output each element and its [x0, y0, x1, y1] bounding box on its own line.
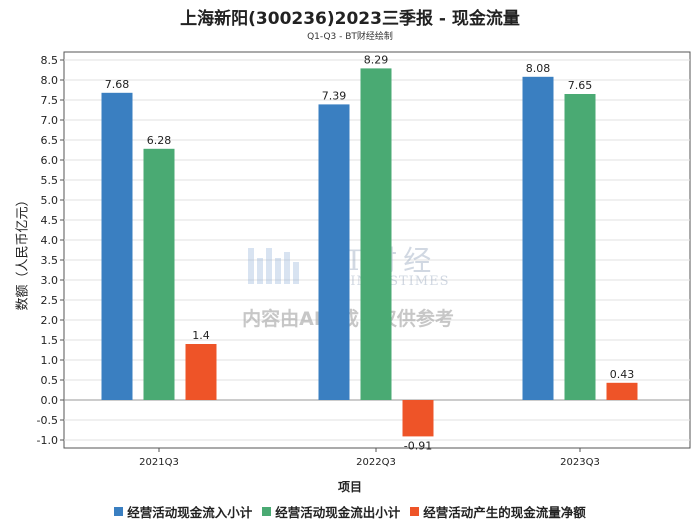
bar	[143, 148, 175, 400]
watermark-logo-bar	[275, 258, 281, 284]
y-tick-label: 6.5	[41, 134, 59, 147]
x-axis-title: 项目	[337, 480, 362, 494]
bar	[402, 400, 434, 437]
y-tick-label: 2.5	[41, 294, 59, 307]
bar-data-label: -0.91	[404, 439, 432, 452]
y-tick-label: -1.0	[37, 434, 58, 447]
y-axis-title: 数额（人民币亿元）	[15, 193, 31, 311]
bar	[522, 76, 554, 401]
bar	[101, 92, 133, 401]
legend: 经营活动现金流入小计 经营活动现金流出小计 经营活动产生的现金流量净额	[0, 502, 700, 521]
bar	[185, 344, 217, 400]
y-tick-label: 0.5	[41, 374, 59, 387]
y-tick-label: 8.5	[41, 54, 59, 67]
legend-item-outflow[interactable]: 经营活动现金流出小计	[262, 502, 400, 521]
bar	[606, 382, 638, 400]
legend-swatch-net	[410, 507, 420, 516]
legend-item-net[interactable]: 经营活动产生的现金流量净额	[410, 502, 586, 521]
bar-data-label: 6.28	[147, 134, 172, 147]
bar-data-label: 8.29	[364, 53, 389, 66]
bar-data-label: 7.68	[105, 78, 130, 91]
y-tick-label: 7.0	[41, 114, 59, 127]
legend-label-inflow: 经营活动现金流入小计	[127, 505, 253, 520]
y-tick-label: 5.5	[41, 174, 59, 187]
y-tick-label: 5.0	[41, 194, 59, 207]
legend-swatch-outflow	[262, 507, 272, 516]
chart-subtitle: Q1-Q3 - BT财经绘制	[307, 32, 393, 42]
bar	[564, 94, 596, 400]
y-tick-label: 2.0	[41, 314, 59, 327]
bar	[318, 104, 350, 401]
legend-label-net: 经营活动产生的现金流量净额	[423, 505, 586, 520]
bar-data-label: 1.4	[192, 329, 210, 342]
x-tick-label: 2022Q3	[356, 457, 396, 468]
chart-title: 上海新阳(300236)2023三季报 - 现金流量	[180, 9, 520, 29]
y-tick-label: 4.0	[41, 234, 59, 247]
y-tick-label: 6.0	[41, 154, 59, 167]
bar-data-label: 0.43	[610, 368, 635, 381]
watermark-logo-bar	[293, 262, 299, 284]
bar-data-label: 7.39	[322, 89, 347, 102]
y-tick-label: 7.5	[41, 94, 59, 107]
y-tick-label: 1.0	[41, 354, 59, 367]
y-tick-label: 3.0	[41, 274, 59, 287]
watermark-logo-bar	[248, 248, 254, 284]
legend-swatch-inflow	[114, 507, 124, 516]
x-tick-label: 2023Q3	[560, 457, 600, 468]
bar	[360, 68, 392, 401]
y-tick-label: 8.0	[41, 74, 59, 87]
y-tick-label: 3.5	[41, 254, 59, 267]
legend-label-outflow: 经营活动现金流出小计	[275, 505, 401, 520]
y-tick-label: 4.5	[41, 214, 59, 227]
watermark-logo-bar	[266, 248, 272, 284]
legend-item-inflow[interactable]: 经营活动现金流入小计	[114, 502, 252, 521]
x-tick-label: 2021Q3	[139, 457, 179, 468]
bar-data-label: 7.65	[568, 79, 593, 92]
bar-data-label: 8.08	[526, 62, 551, 75]
y-tick-label: 1.5	[41, 334, 59, 347]
y-tick-label: -0.5	[37, 414, 58, 427]
watermark-logo-bar	[257, 258, 263, 284]
y-tick-label: 0.0	[41, 394, 59, 407]
watermark-logo-bar	[284, 252, 290, 284]
